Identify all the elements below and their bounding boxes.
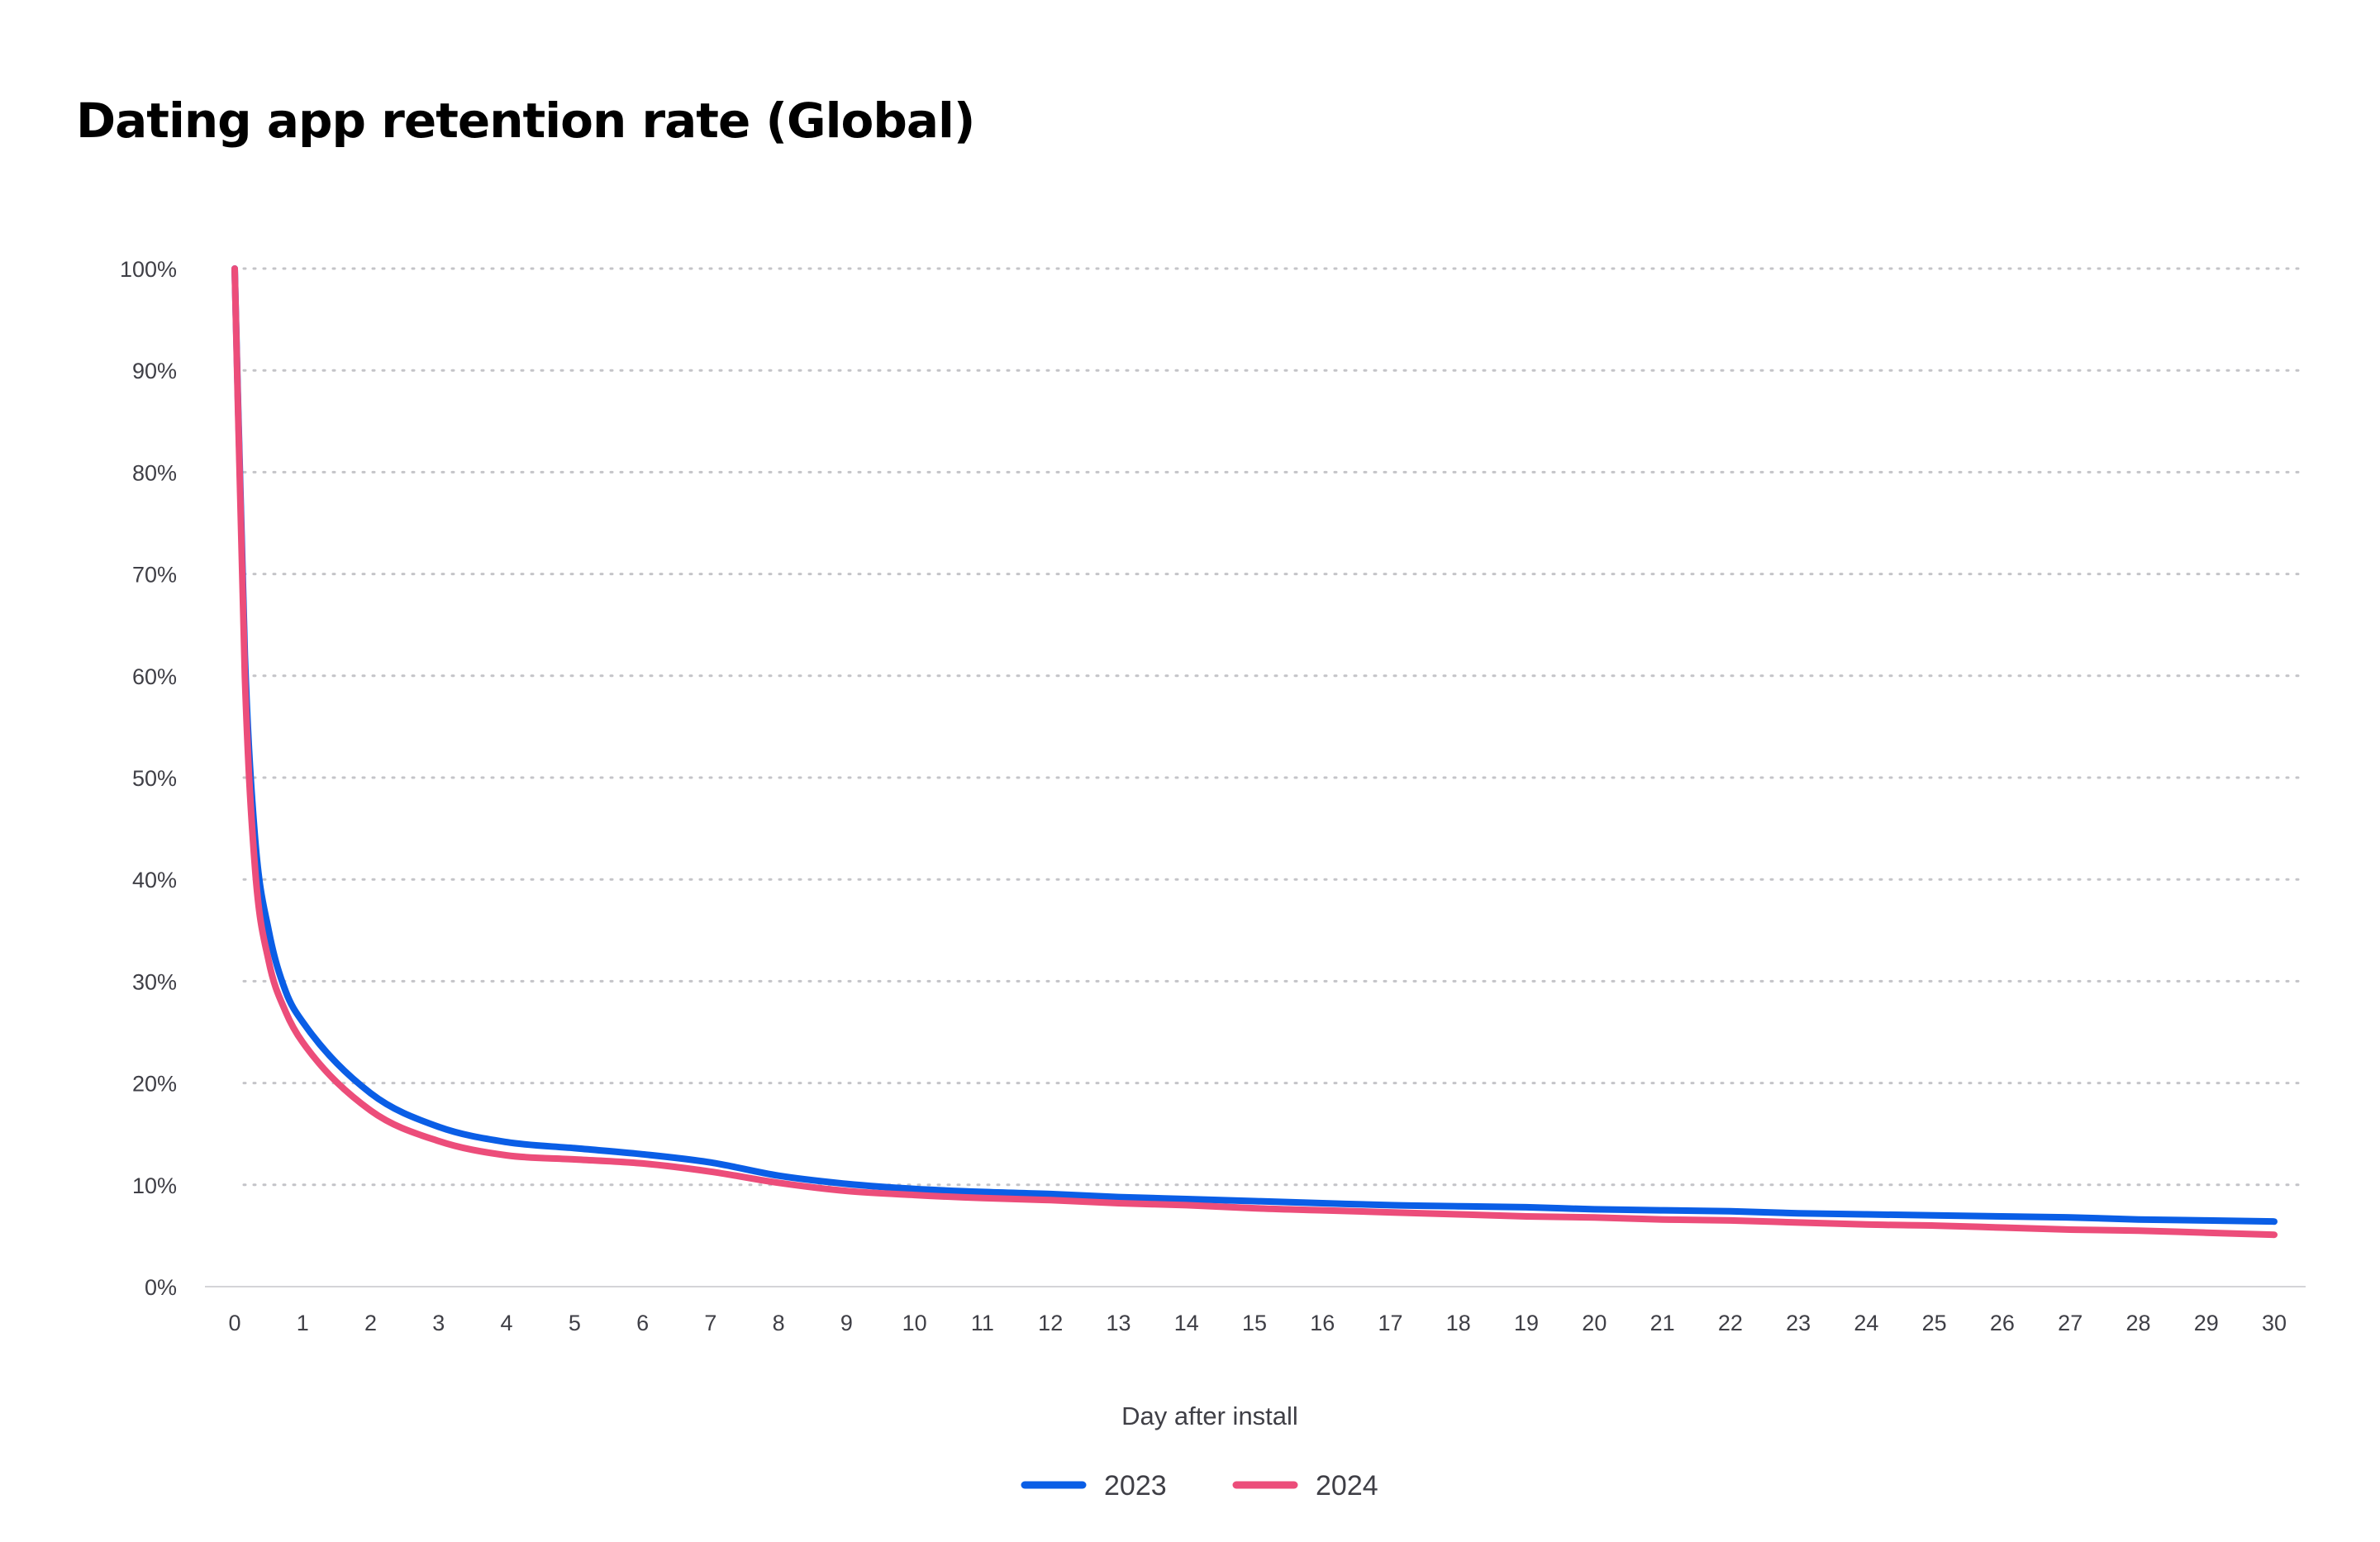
x-tick-label: 16 [1310,1311,1335,1335]
x-tick-label: 17 [1378,1311,1403,1335]
x-tick-label: 30 [2262,1311,2287,1335]
chart-title: Dating app retention rate (Global) [76,93,975,149]
legend-label: 2024 [1316,1470,1378,1502]
x-tick-label: 10 [902,1311,927,1335]
x-axis-ticks: 0 1 2 3 4 5 6 7 8 9 10 11 12 13 14 15 16 17 18 19 20 21 22 23 24… [228,1311,2287,1335]
y-tick-label: 70% [132,563,177,588]
x-tick-label: 20 [1582,1311,1606,1335]
y-tick-label: 100% [120,257,177,282]
x-tick-label: 25 [1922,1311,1947,1335]
y-tick-label: 50% [132,766,177,791]
x-tick-label: 26 [1990,1311,2015,1335]
y-tick-label: 30% [132,969,177,994]
y-axis-ticks: 0% 10% 20% 30% 40% 50% 60% 70% 80% 90% 100% [120,257,177,1300]
series-lines [231,265,2278,1239]
legend: 2023 2024 [1021,1470,1378,1502]
y-tick-label: 20% [132,1072,177,1097]
x-tick-label: 7 [704,1311,716,1335]
x-tick-label: 24 [1854,1311,1878,1335]
x-tick-label: 14 [1174,1311,1199,1335]
y-tick-label: 10% [132,1173,177,1198]
x-tick-label: 1 [297,1311,309,1335]
x-tick-label: 4 [501,1311,513,1335]
x-tick-label: 9 [840,1311,853,1335]
y-tick-label: 90% [132,359,177,383]
series-line-2024 [231,265,2278,1239]
legend-item-2024: 2024 [1232,1470,1378,1502]
y-tick-label: 0% [145,1275,177,1300]
x-tick-label: 6 [636,1311,649,1335]
gridlines [242,267,2307,1187]
x-tick-label: 0 [228,1311,240,1335]
x-axis-title: Day after install [1121,1402,1298,1430]
series-line-2023 [231,265,2278,1226]
y-tick-label: 60% [132,664,177,689]
x-tick-label: 21 [1650,1311,1675,1335]
x-tick-label: 8 [773,1311,785,1335]
x-tick-label: 13 [1106,1311,1130,1335]
x-tick-label: 2 [364,1311,377,1335]
legend-label: 2023 [1104,1470,1167,1502]
x-tick-label: 22 [1718,1311,1743,1335]
x-tick-label: 28 [2125,1311,2150,1335]
legend-item-2023: 2023 [1021,1470,1167,1502]
x-tick-label: 15 [1242,1311,1267,1335]
x-tick-label: 18 [1446,1311,1471,1335]
x-tick-label: 11 [971,1311,994,1335]
y-tick-label: 80% [132,460,177,485]
x-tick-label: 12 [1038,1311,1063,1335]
x-tick-label: 19 [1514,1311,1539,1335]
x-tick-label: 3 [432,1311,445,1335]
x-tick-label: 27 [2058,1311,2082,1335]
y-tick-label: 40% [132,868,177,892]
x-tick-label: 5 [569,1311,581,1335]
x-tick-label: 29 [2194,1311,2219,1335]
x-tick-label: 23 [1786,1311,1811,1335]
